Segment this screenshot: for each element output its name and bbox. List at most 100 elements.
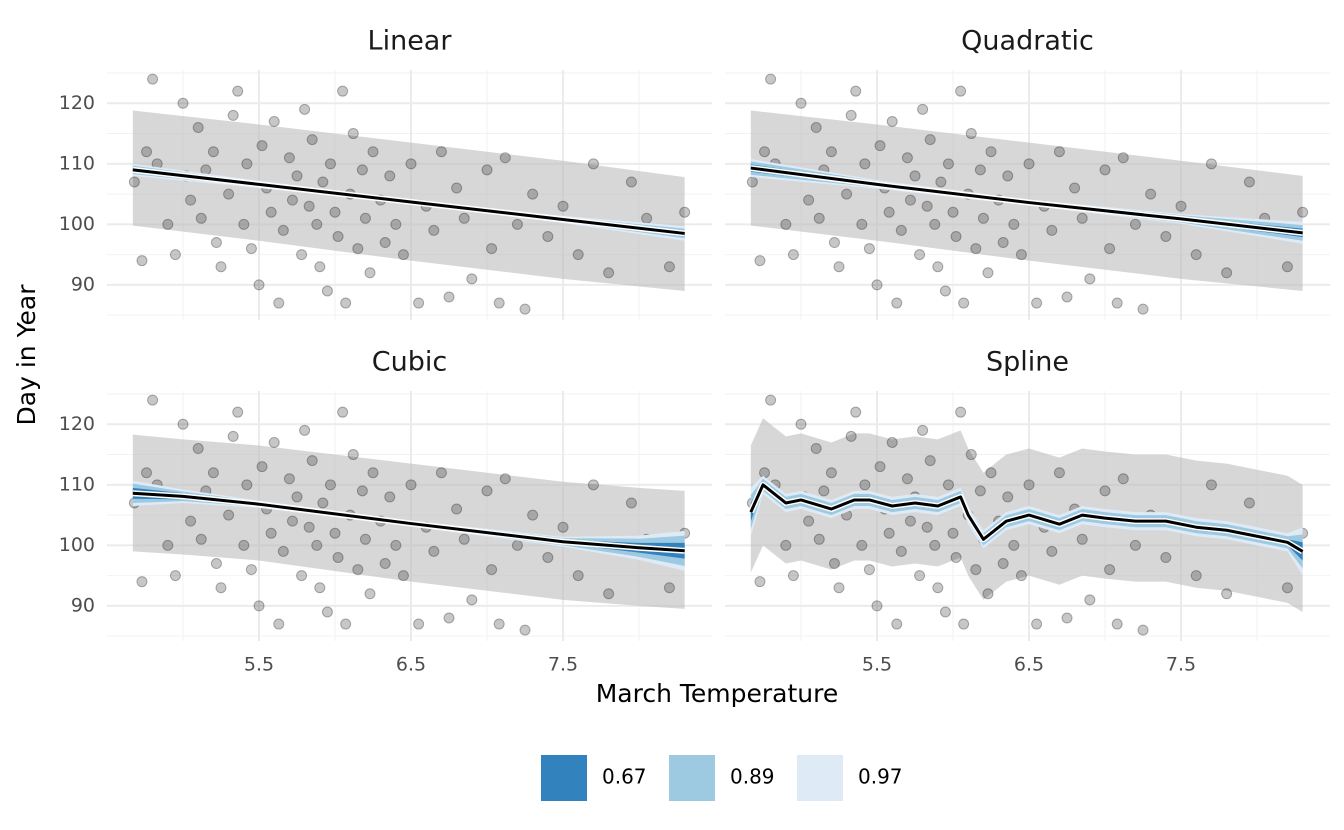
point [1243,497,1255,509]
y-tick-label: 120 [59,92,95,114]
credible-band [750,478,1303,569]
point [303,200,315,212]
point [974,485,986,497]
point [625,497,637,509]
point [481,485,493,497]
point [364,267,376,279]
point [337,406,349,418]
point [965,449,977,461]
point [746,176,758,188]
point [1137,303,1149,315]
x-tick-label: 7.5 [1166,654,1196,676]
point [891,297,903,309]
point [863,243,875,255]
point [874,461,886,473]
point [390,539,402,551]
point [311,218,323,230]
y-tick-label: 110 [59,152,95,174]
point [177,97,189,109]
point [958,618,970,630]
point [364,588,376,600]
point [825,146,837,158]
point [286,194,298,206]
point [1031,618,1043,630]
point [932,582,944,594]
point [1015,249,1027,261]
point [296,249,308,261]
point [982,588,994,600]
point [232,85,244,97]
point [787,570,799,582]
point [332,230,344,242]
point [932,261,944,273]
point [1175,200,1187,212]
point [974,164,986,176]
point [210,558,222,570]
point [803,515,815,527]
point [329,206,341,218]
point [192,122,204,134]
point [1046,224,1058,236]
point [265,527,277,539]
point [347,128,359,140]
point [985,146,997,158]
point [603,588,615,600]
point [136,576,148,588]
point [332,551,344,563]
point [356,164,368,176]
point [603,267,615,279]
point [841,188,853,200]
point [451,182,463,194]
point [891,618,903,630]
point [128,176,140,188]
point [241,158,253,170]
point [947,527,959,539]
point [1129,539,1141,551]
point [519,624,531,636]
point [977,212,989,224]
point [759,146,771,158]
legend-label: 0.89 [730,765,775,789]
point [859,158,871,170]
point [810,122,822,134]
point [1084,594,1096,606]
point [1221,267,1233,279]
point [939,285,951,297]
point [286,515,298,527]
point [929,539,941,551]
point [780,539,792,551]
point [1061,612,1073,624]
legend-label: 0.97 [858,765,903,789]
point [223,509,235,521]
point [625,176,637,188]
y-tick-label: 100 [59,534,95,556]
point [958,297,970,309]
point [314,582,326,594]
point [195,533,207,545]
point [147,394,159,406]
point [947,206,959,218]
point [965,128,977,140]
point [1243,176,1255,188]
point [1002,170,1014,182]
point [587,158,599,170]
legend-swatch [797,755,843,801]
point [162,218,174,230]
point [765,394,777,406]
point [379,237,391,249]
point [384,491,396,503]
point [443,291,455,303]
point [253,600,265,612]
point [1117,152,1129,164]
point [481,164,493,176]
point [1205,479,1217,491]
point [1190,570,1202,582]
fit-line [750,166,1303,235]
point [663,261,675,273]
point [1137,624,1149,636]
point [1076,212,1088,224]
point [871,600,883,612]
point [970,564,982,576]
y-tick-label: 100 [59,213,95,235]
point [924,134,936,146]
